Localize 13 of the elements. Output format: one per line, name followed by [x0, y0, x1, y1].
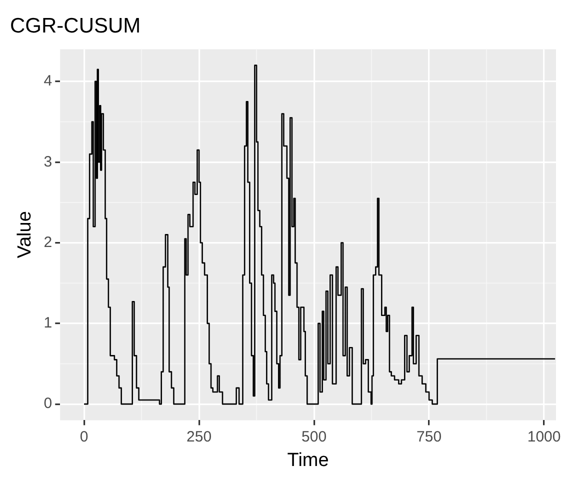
- y-tick-label: 2: [44, 234, 52, 251]
- x-axis-title: Time: [287, 450, 329, 471]
- y-tick-label: 0: [44, 395, 52, 412]
- y-axis-title: Value: [14, 211, 36, 258]
- x-tick-label: 750: [416, 428, 442, 446]
- y-tick-label: 4: [44, 72, 52, 90]
- x-tick-label: 0: [80, 428, 88, 446]
- chart-title: CGR-CUSUM: [10, 14, 141, 38]
- y-tick-label: 1: [44, 314, 52, 332]
- x-tick-label: 1000: [527, 428, 561, 446]
- x-tick-label: 500: [302, 428, 327, 446]
- y-tick-label: 3: [44, 153, 52, 170]
- x-tick-label: 250: [186, 428, 212, 446]
